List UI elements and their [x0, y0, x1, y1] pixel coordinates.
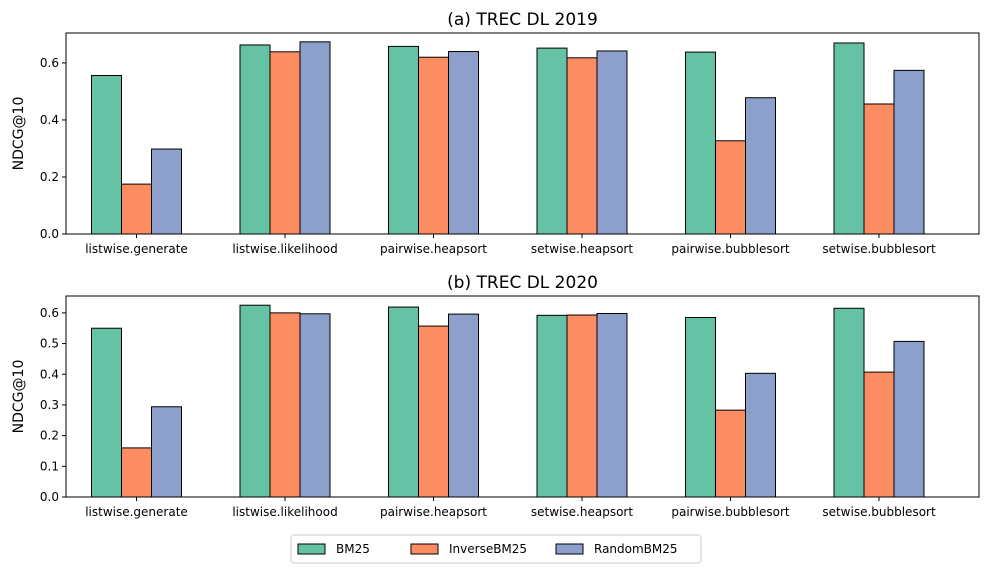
bar-inversebm25-2 — [269, 51, 301, 235]
x-tick-label: listwise.likelihood — [232, 242, 337, 256]
bar-inversebm25-6 — [863, 371, 895, 498]
bar-inversebm25-2 — [269, 312, 301, 498]
bar-randombm25-6 — [893, 340, 925, 498]
bar-inversebm25-4 — [566, 314, 598, 498]
bar-inversebm25-1 — [121, 183, 152, 235]
bar-bm25-4 — [536, 47, 568, 235]
x-tick-label: setwise.bubblesort — [822, 505, 936, 519]
bar-randombm25-4 — [596, 312, 628, 498]
x-tick-label: setwise.heapsort — [531, 505, 633, 519]
y-tick-label: 0.6 — [40, 306, 59, 320]
bar-randombm25-1 — [151, 406, 182, 498]
y-tick-label: 0.0 — [40, 490, 59, 504]
bar-randombm25-2 — [299, 313, 331, 498]
bar-randombm25-4 — [596, 50, 628, 235]
bar-bm25-2 — [239, 44, 271, 235]
bar-inversebm25-3 — [418, 56, 449, 235]
y-tick-label: 0.2 — [40, 170, 59, 184]
legend-label-randombm25: RandomBM25 — [594, 542, 678, 556]
x-tick-label: listwise.generate — [85, 505, 188, 519]
legend-swatch-randombm25 — [555, 543, 584, 555]
bar-inversebm25-5 — [715, 409, 746, 498]
legend-swatch-inversebm25 — [410, 543, 439, 555]
y-tick-label: 0.4 — [40, 113, 59, 127]
y-tick-label: 0.3 — [40, 398, 59, 412]
bar-bm25-2 — [239, 304, 271, 498]
chart-title: (a) TREC DL 2019 — [447, 10, 598, 30]
bar-inversebm25-3 — [418, 325, 449, 498]
y-tick-label: 0.2 — [40, 429, 59, 443]
bar-inversebm25-6 — [863, 103, 895, 235]
chart-panels: (a) TREC DL 2019 NDCG@10 0.0 0.2 0.4 0.6 listw… — [11, 10, 980, 519]
bar-randombm25-5 — [745, 372, 776, 498]
bar-randombm25-1 — [151, 148, 182, 235]
legend: BM25 InverseBM25 RandomBM25 — [290, 534, 702, 564]
x-tick-label: pairwise.bubblesort — [671, 242, 790, 256]
x-tick-label: setwise.bubblesort — [822, 242, 936, 256]
x-tick-label: pairwise.heapsort — [380, 242, 487, 256]
x-tick-label: listwise.generate — [85, 242, 188, 256]
legend-box — [290, 534, 702, 564]
bar-bm25-4 — [536, 314, 568, 498]
legend-label-inversebm25: InverseBM25 — [449, 542, 527, 556]
plot-frame — [65, 295, 980, 498]
legend-label-bm25: BM25 — [336, 542, 370, 556]
bar-bm25-5 — [685, 316, 716, 498]
y-axis-label: NDCG@10 — [11, 97, 27, 171]
bar-bm25-3 — [388, 45, 419, 235]
bar-bm25-6 — [833, 42, 865, 235]
bar-inversebm25-1 — [121, 447, 152, 498]
legend-swatch-bm25 — [297, 543, 326, 555]
bar-bm25-6 — [833, 307, 865, 498]
bar-randombm25-5 — [745, 97, 776, 235]
x-tick-label: pairwise.heapsort — [380, 505, 487, 519]
y-tick-label: 0.1 — [40, 459, 59, 473]
y-axis-label: NDCG@10 — [11, 360, 27, 434]
y-tick-label: 0.6 — [40, 56, 59, 70]
bar-bm25-3 — [388, 306, 419, 498]
bar-randombm25-6 — [893, 69, 925, 235]
bar-bm25-1 — [91, 327, 122, 498]
x-tick-label: pairwise.bubblesort — [671, 505, 790, 519]
chart-panel-1: (a) TREC DL 2019 NDCG@10 0.0 0.2 0.4 0.6 listw… — [11, 10, 980, 256]
chart-title: (b) TREC DL 2020 — [447, 273, 598, 293]
x-tick-label: listwise.likelihood — [232, 505, 337, 519]
x-tick-label: setwise.heapsort — [531, 242, 633, 256]
bar-inversebm25-5 — [715, 140, 746, 235]
bar-randombm25-3 — [448, 313, 479, 498]
bar-bm25-5 — [685, 51, 716, 235]
bar-randombm25-3 — [448, 51, 479, 235]
y-tick-label: 0.4 — [40, 367, 59, 381]
plot-frame — [65, 32, 980, 235]
bar-inversebm25-4 — [566, 57, 598, 235]
chart-panel-2: (b) TREC DL 2020 NDCG@10 0.0 0.1 0.2 0.3 0.4 0.… — [11, 273, 980, 519]
bar-bm25-1 — [91, 74, 122, 235]
bar-randombm25-2 — [299, 41, 331, 235]
y-tick-label: 0.5 — [40, 337, 59, 351]
y-tick-label: 0.0 — [40, 227, 59, 241]
